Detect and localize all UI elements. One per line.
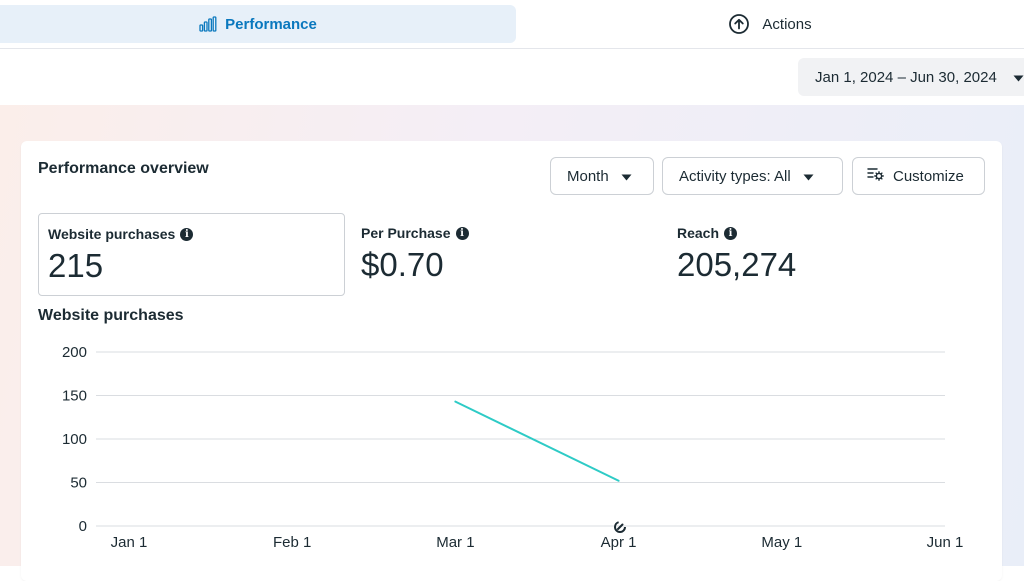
x-axis-labels: Jan 1 Feb 1 Mar 1 Apr 1 May 1 Jun 1 — [111, 534, 964, 551]
x-tick-label: Mar 1 — [436, 534, 474, 551]
y-tick-label: 50 — [70, 475, 87, 492]
caret-down-icon — [1013, 69, 1024, 86]
bar-chart-icon — [199, 16, 217, 32]
x-tick-label: Jun 1 — [927, 534, 964, 551]
x-tick-label: Feb 1 — [273, 534, 311, 551]
tab-actions-label: Actions — [762, 16, 811, 33]
y-tick-label: 200 — [62, 344, 87, 361]
y-tick-label: 100 — [62, 431, 87, 448]
date-range-picker[interactable]: Jan 1, 2024 – Jun 30, 2024 — [798, 58, 1024, 96]
arrow-up-circle-icon — [728, 13, 750, 35]
date-range-row: Jan 1, 2024 – Jun 30, 2024 — [0, 49, 1024, 105]
x-tick-label: Apr 1 — [601, 534, 637, 551]
tab-bar: Performance Actions — [0, 0, 1024, 49]
chart-grid — [96, 352, 945, 526]
tab-performance[interactable]: Performance — [0, 5, 516, 43]
chart-series — [455, 401, 618, 480]
tab-actions[interactable]: Actions — [516, 5, 1024, 43]
line-chart: 0 50 100 150 200 Jan 1 Feb 1 Mar 1 Apr 1 May 1 Ju… — [21, 141, 1002, 581]
y-tick-label: 150 — [62, 388, 87, 405]
date-range-label: Jan 1, 2024 – Jun 30, 2024 — [815, 69, 997, 86]
performance-card: Performance overview Month Activity type… — [21, 141, 1002, 581]
series-line — [455, 402, 618, 481]
y-axis-labels: 0 50 100 150 200 — [62, 344, 87, 535]
tab-performance-label: Performance — [225, 16, 317, 33]
x-tick-label: May 1 — [761, 534, 802, 551]
loading-icon — [615, 522, 625, 532]
x-tick-label: Jan 1 — [111, 534, 148, 551]
y-tick-label: 0 — [79, 518, 87, 535]
